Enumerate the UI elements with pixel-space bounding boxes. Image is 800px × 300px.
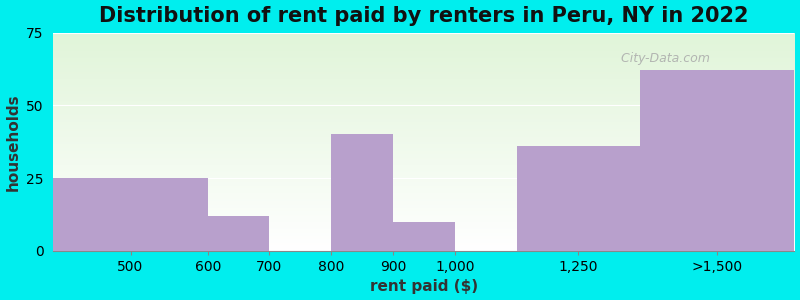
Bar [517,146,640,251]
Bar [331,134,393,251]
X-axis label: rent paid ($): rent paid ($) [370,279,478,294]
Bar [208,216,270,251]
Bar [640,70,794,251]
Y-axis label: households: households [6,93,21,190]
Title: Distribution of rent paid by renters in Peru, NY in 2022: Distribution of rent paid by renters in … [99,6,749,26]
Text: City-Data.com: City-Data.com [617,52,710,65]
Bar [393,222,454,251]
Bar [54,178,208,251]
